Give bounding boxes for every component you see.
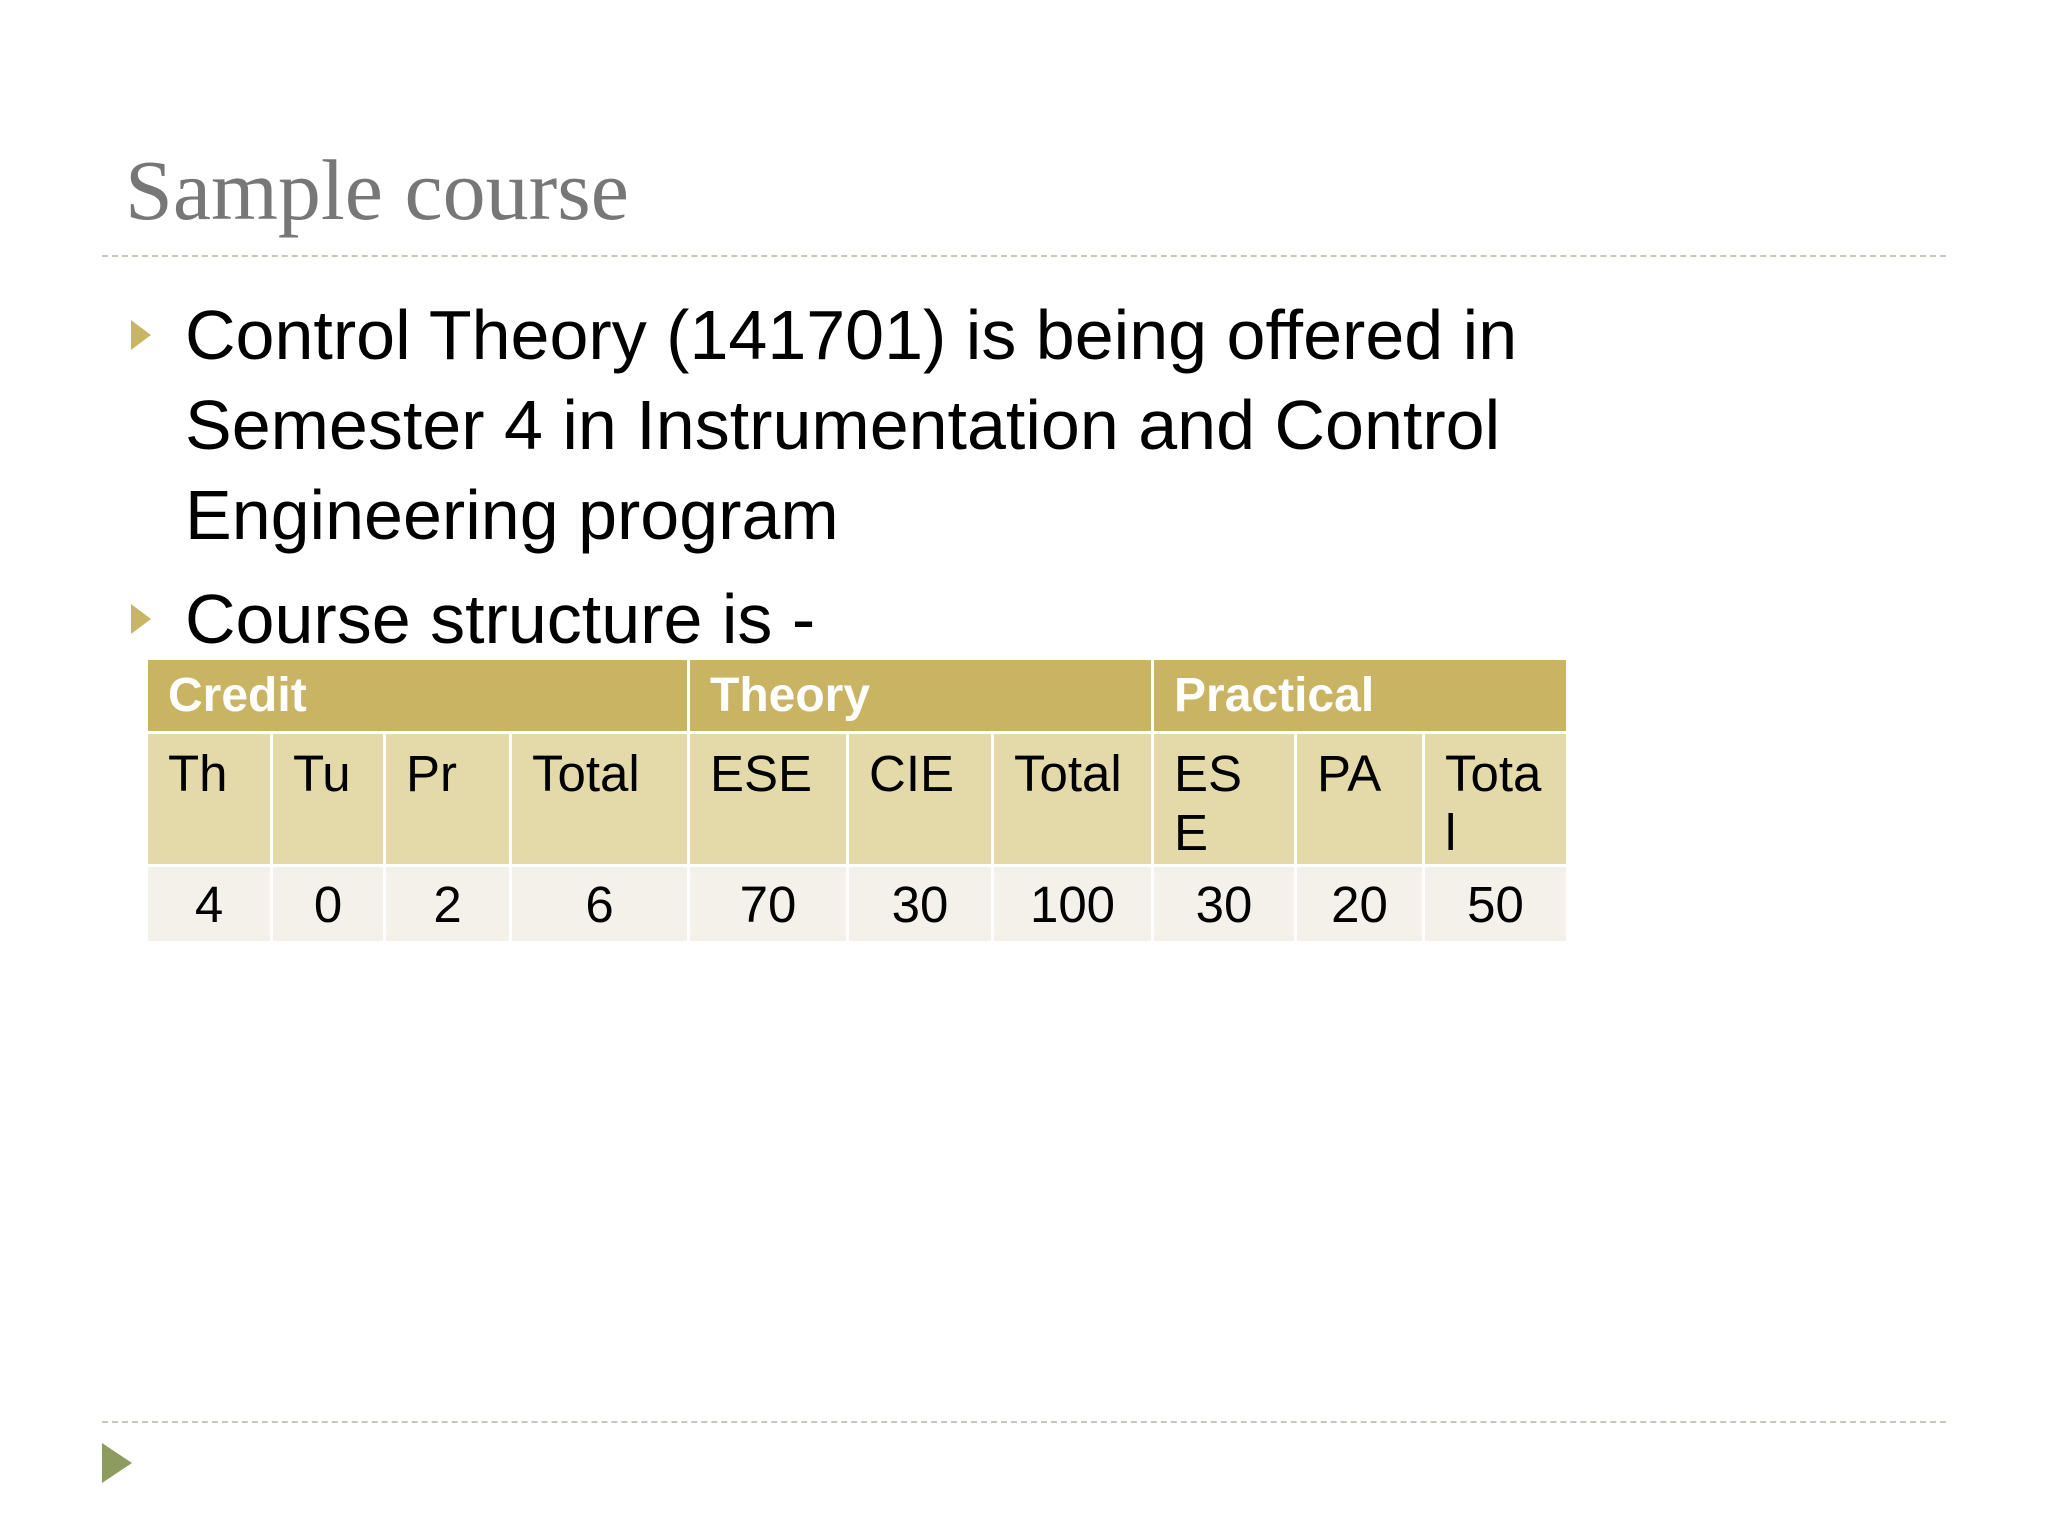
value-cell: 6	[509, 864, 690, 944]
course-table: Credit Theory Practical Th Tu Pr Total ESE CIE To…	[145, 657, 1570, 944]
column-header: Total	[509, 731, 690, 867]
value-cell: 0	[270, 864, 386, 944]
column-header: Pr	[383, 731, 512, 867]
value-cell: 2	[383, 864, 512, 944]
value-cell: 4	[145, 864, 273, 944]
bullet: Course structure is -	[131, 574, 1731, 664]
value-cell: 30	[1151, 864, 1298, 944]
divider	[102, 1421, 1946, 1423]
column-header: Tu	[270, 731, 386, 867]
group-header: Practical	[1151, 657, 1570, 734]
group-header: Credit	[145, 657, 690, 734]
value-cell: 30	[846, 864, 994, 944]
value-row: 4 0 2 6 70 30 100 30 20 50	[145, 864, 1570, 944]
bullet-list: Control Theory (141701) is being offered…	[131, 290, 1731, 678]
table-body: Credit Theory Practical Th Tu Pr Total ESE CIE To…	[145, 657, 1570, 944]
column-header: PA	[1294, 731, 1426, 867]
divider	[102, 255, 1946, 257]
value-cell: 100	[990, 864, 1155, 944]
column-header: ESE	[687, 731, 849, 867]
group-row: Credit Theory Practical	[145, 657, 1570, 734]
column-header: Th	[145, 731, 273, 867]
corner-arrow	[102, 1443, 132, 1483]
column-header: Total	[990, 731, 1155, 867]
column-header: ESE	[1151, 731, 1298, 867]
value-cell: 70	[687, 864, 849, 944]
slide-title: Sample course	[125, 142, 629, 238]
column-header: Total	[1422, 731, 1570, 867]
column-row: Th Tu Pr Total ESE CIE Total ESE PA Total	[145, 731, 1570, 867]
column-header: CIE	[846, 731, 994, 867]
value-cell: 50	[1422, 864, 1570, 944]
bullet: Control Theory (141701) is being offered…	[131, 290, 1731, 560]
group-header: Theory	[686, 657, 1155, 734]
value-cell: 20	[1294, 864, 1426, 944]
